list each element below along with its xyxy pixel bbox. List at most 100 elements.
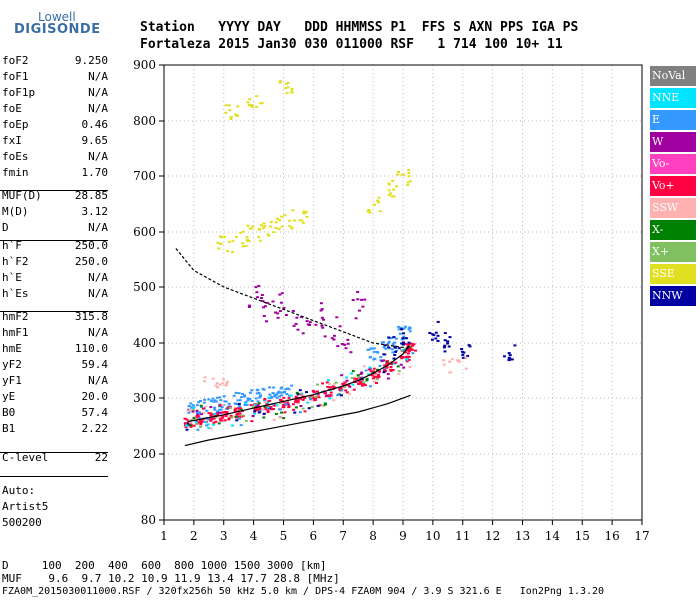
data-point xyxy=(387,340,391,343)
data-point xyxy=(397,325,401,328)
data-point xyxy=(186,410,190,412)
data-point xyxy=(253,410,257,413)
data-point xyxy=(206,423,210,426)
data-point xyxy=(307,407,311,410)
data-point xyxy=(250,400,254,402)
x-tick-label: 17 xyxy=(634,529,649,543)
data-point xyxy=(376,199,380,202)
data-point xyxy=(299,405,303,407)
data-point xyxy=(305,391,308,394)
data-point xyxy=(348,392,351,395)
data-point xyxy=(256,400,260,403)
data-point xyxy=(428,332,432,334)
param-row-hf2: h`F2 250.0 xyxy=(2,254,108,270)
data-point xyxy=(375,371,379,374)
data-point xyxy=(396,171,400,173)
data-point xyxy=(231,251,234,253)
data-point xyxy=(268,386,272,389)
data-point xyxy=(368,366,372,369)
data-point xyxy=(400,342,404,345)
data-point xyxy=(316,383,320,386)
data-point xyxy=(218,416,222,419)
data-point xyxy=(215,396,219,399)
data-point xyxy=(344,347,348,350)
data-point xyxy=(314,323,318,326)
data-point xyxy=(412,343,416,346)
param-row-yf1: yF1 N/A xyxy=(2,373,108,389)
data-point xyxy=(250,420,254,423)
data-point xyxy=(270,408,274,411)
data-point xyxy=(274,311,278,314)
data-point xyxy=(383,364,387,367)
data-point xyxy=(224,400,228,403)
data-point xyxy=(281,404,285,407)
data-point xyxy=(389,366,393,368)
data-point xyxy=(227,402,231,405)
data-point xyxy=(394,361,398,364)
data-point xyxy=(387,336,391,339)
data-point xyxy=(237,407,240,410)
data-point xyxy=(276,312,280,315)
data-point xyxy=(218,404,222,407)
data-point xyxy=(298,411,302,414)
data-point xyxy=(225,383,229,385)
data-point xyxy=(314,395,318,398)
y-tick-label: 800 xyxy=(133,114,156,128)
data-point xyxy=(446,342,450,345)
data-point xyxy=(191,410,195,413)
data-point xyxy=(325,381,329,384)
param-value: 57.4 xyxy=(81,406,109,419)
legend-item-x: X+ xyxy=(650,242,696,262)
data-point xyxy=(251,225,255,228)
data-point xyxy=(309,396,313,399)
data-point xyxy=(414,349,418,352)
data-point xyxy=(308,321,312,324)
data-point xyxy=(325,394,329,397)
data-point xyxy=(314,397,318,400)
data-point xyxy=(212,421,216,424)
y-tick-label: 300 xyxy=(133,391,156,405)
data-point xyxy=(246,397,250,400)
data-point xyxy=(294,322,298,325)
data-point xyxy=(377,196,381,199)
data-point xyxy=(288,219,292,222)
data-point xyxy=(316,390,319,393)
data-point xyxy=(409,342,413,345)
data-point xyxy=(213,406,217,409)
data-point xyxy=(263,399,266,402)
data-point xyxy=(266,406,270,409)
data-point xyxy=(185,424,189,427)
param-row-foes: foEs N/A xyxy=(2,149,108,165)
data-point xyxy=(358,309,361,312)
data-point xyxy=(255,291,259,294)
param-value: N/A xyxy=(88,86,108,99)
data-point xyxy=(271,300,275,303)
param-name: foEp xyxy=(2,118,29,131)
data-point xyxy=(367,348,371,351)
data-point xyxy=(328,397,332,400)
data-point xyxy=(263,405,267,408)
data-point xyxy=(192,424,196,427)
param-value: 2.22 xyxy=(81,422,109,435)
param-name: foF1p xyxy=(2,86,36,99)
data-point xyxy=(341,383,345,386)
data-point xyxy=(247,306,251,308)
data-point xyxy=(408,326,412,329)
data-point xyxy=(334,381,338,384)
legend-item-e: E xyxy=(650,110,696,130)
data-point xyxy=(399,363,403,366)
data-point xyxy=(361,305,365,308)
auto-code: 500200 xyxy=(2,516,42,529)
data-point xyxy=(221,378,225,381)
data-point xyxy=(340,343,344,345)
data-point xyxy=(291,209,295,212)
data-point xyxy=(332,338,336,341)
data-point xyxy=(283,411,287,414)
footer-file-info: FZA0M_2015030011000.RSF / 320fx256h 50 k… xyxy=(2,586,605,597)
data-point xyxy=(323,403,327,406)
data-point xyxy=(225,380,229,383)
param-name: foF1 xyxy=(2,70,29,83)
data-point xyxy=(237,392,241,395)
data-point xyxy=(405,358,409,361)
data-point xyxy=(287,396,291,399)
